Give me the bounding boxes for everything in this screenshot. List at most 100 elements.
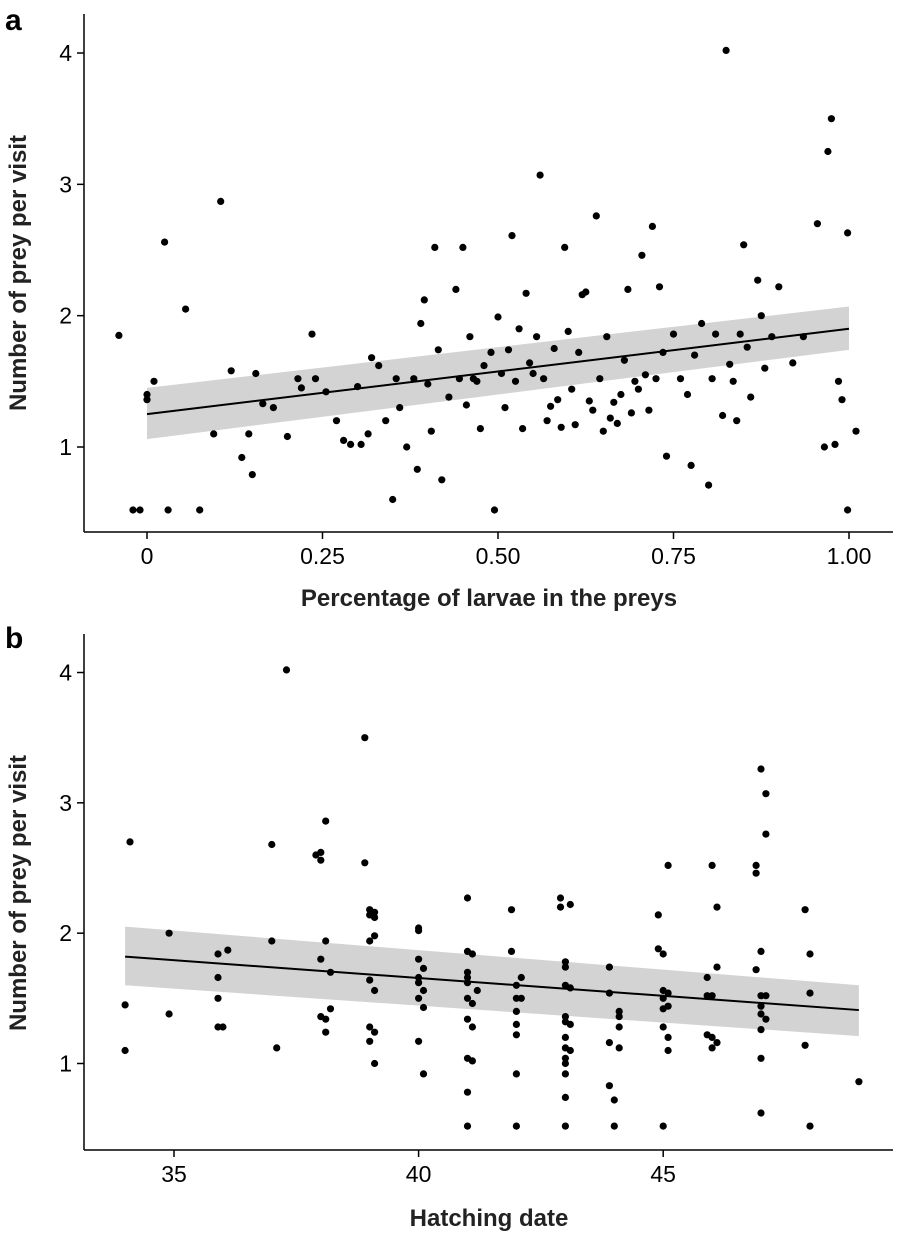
panel-a-data-point [392,375,400,383]
panel-b-data-point [121,1001,129,1009]
panel-a-data-point [196,506,204,514]
panel-b-data-point [165,929,173,937]
panel-a-data-point [332,417,341,425]
panel-b-data-point [517,994,525,1002]
panel-a-data-point [340,436,348,444]
panel-b-data-point [708,1033,716,1041]
panel-b-x-ticks: 35 40 45 [161,1150,676,1187]
panel-b-data-point [713,963,721,971]
panel-b-data-point [366,976,374,984]
panel-a-data-point [540,375,548,383]
panel-a-data-point [248,471,256,479]
panel-a-data-point [634,385,643,393]
panel-b-data-point [371,908,379,916]
panel-b-data-point [556,903,565,911]
panel-a-data-point [561,243,569,251]
panel-b-data-point [317,848,325,857]
panel-b-data-point [806,1122,814,1130]
panel-a-data-point [129,506,137,514]
panel-b-data-point [419,986,428,995]
panel-a-data-point [698,319,706,328]
panel-b-data-point [419,1003,428,1012]
panel-a-data-point [844,506,852,514]
panel-b-x-tick-label: 45 [650,1161,676,1187]
panel-b-data-point [512,1020,521,1028]
panel-a-data-point [494,313,502,321]
panel-b-data-point [615,1007,623,1016]
panel-a-data-point [227,367,235,375]
panel-a-data-point [592,212,600,220]
panel-b-data-point [512,1031,521,1039]
panel-a-data-point [182,305,190,313]
panel-a-data-point [434,346,442,354]
panel-b-data-point [468,1023,476,1031]
panel-a-data-point [844,229,852,237]
panel-b-data-point [219,1023,227,1031]
panel-a-data-point [691,351,699,359]
panel-a-x-tick-label: 0.50 [476,543,521,569]
panel-a-data-point [599,427,607,435]
panel-b-data-point [762,790,770,798]
panel-a-data-point [740,241,748,249]
panel-a-data-point [490,506,499,514]
panel-b-data-point [752,966,760,974]
panel-a-data-point [554,396,562,404]
panel-a-x-ticks: 0 0.25 0.50 0.75 1.00 [141,532,871,569]
panel-b-data-point [468,1057,476,1065]
panel-a-data-point [364,430,372,438]
panel-a-data-point [438,476,446,484]
panel-b-data-point [654,911,662,919]
panel-a-data-point [382,417,390,425]
panel-a-data-point [294,375,302,383]
panel-a-data-point [368,354,376,362]
panel-b-data-point [282,666,291,674]
panel-a-data-point [571,421,579,429]
panel-a-data-point [269,404,277,412]
panel-a-data-point [245,430,253,438]
panel-a-label: a [5,4,22,37]
panel-b-data-point [610,1122,618,1130]
panel-b-data-point [757,765,765,773]
panel-b-data-point [463,1088,472,1096]
panel-a-data-point [283,432,291,441]
panel-a-data-point [515,325,523,333]
panel-a-y-tick-label: 3 [59,171,72,197]
panel-b-data-point [473,986,481,995]
panel-b-data-point [415,927,423,935]
panel-a-x-tick-label: 0.25 [300,543,345,569]
panel-b-data-point [415,979,423,987]
panel-b-data-point [214,973,222,982]
panel-b-y-tick-label: 2 [59,920,72,946]
panel-a-data-point [238,453,246,462]
panel-a-x-axis-title: Percentage of larvae in the preys [301,585,677,612]
panel-a-data-point [757,312,765,320]
panel-a-data-point [389,495,397,504]
panel-a-data-point [511,377,520,385]
panel-a-data-point [575,348,583,356]
panel-a-data-point [687,461,695,469]
panel-a-data-point [645,406,653,414]
panel-a-x-tick-label: 0.75 [651,543,696,569]
panel-b-y-axis-title: Number of prey per visit [5,755,32,1031]
panel-a-data-point [115,331,123,339]
panel-b-data-point [762,992,770,1000]
panel-a-data-point [606,414,614,422]
panel-a-data-point [164,506,172,514]
panel-a-data-point [638,251,646,259]
panel-a-data-point [403,443,411,451]
panel-b-data-point [561,1070,570,1078]
panel-a-data-point [459,243,467,251]
panel-b-data-point [556,894,565,902]
panel-a-y-axis-title: Number of prey per visit [5,135,32,411]
panel-b-data-point [361,734,369,742]
panel-b-data-point [561,1033,570,1041]
panel-a: a 1 2 3 4 0 0.25 0.50 0.75 1.00 Percentage of l… [5,4,893,612]
panel-b-x-tick-label: 40 [406,1161,432,1187]
panel-b-data-point [214,950,222,958]
panel-a-data-point [136,506,144,514]
panel-b-points [121,666,863,1130]
panel-b-data-point [468,950,476,958]
panel-a-data-point [480,362,488,370]
panel-a-data-point [550,344,558,353]
